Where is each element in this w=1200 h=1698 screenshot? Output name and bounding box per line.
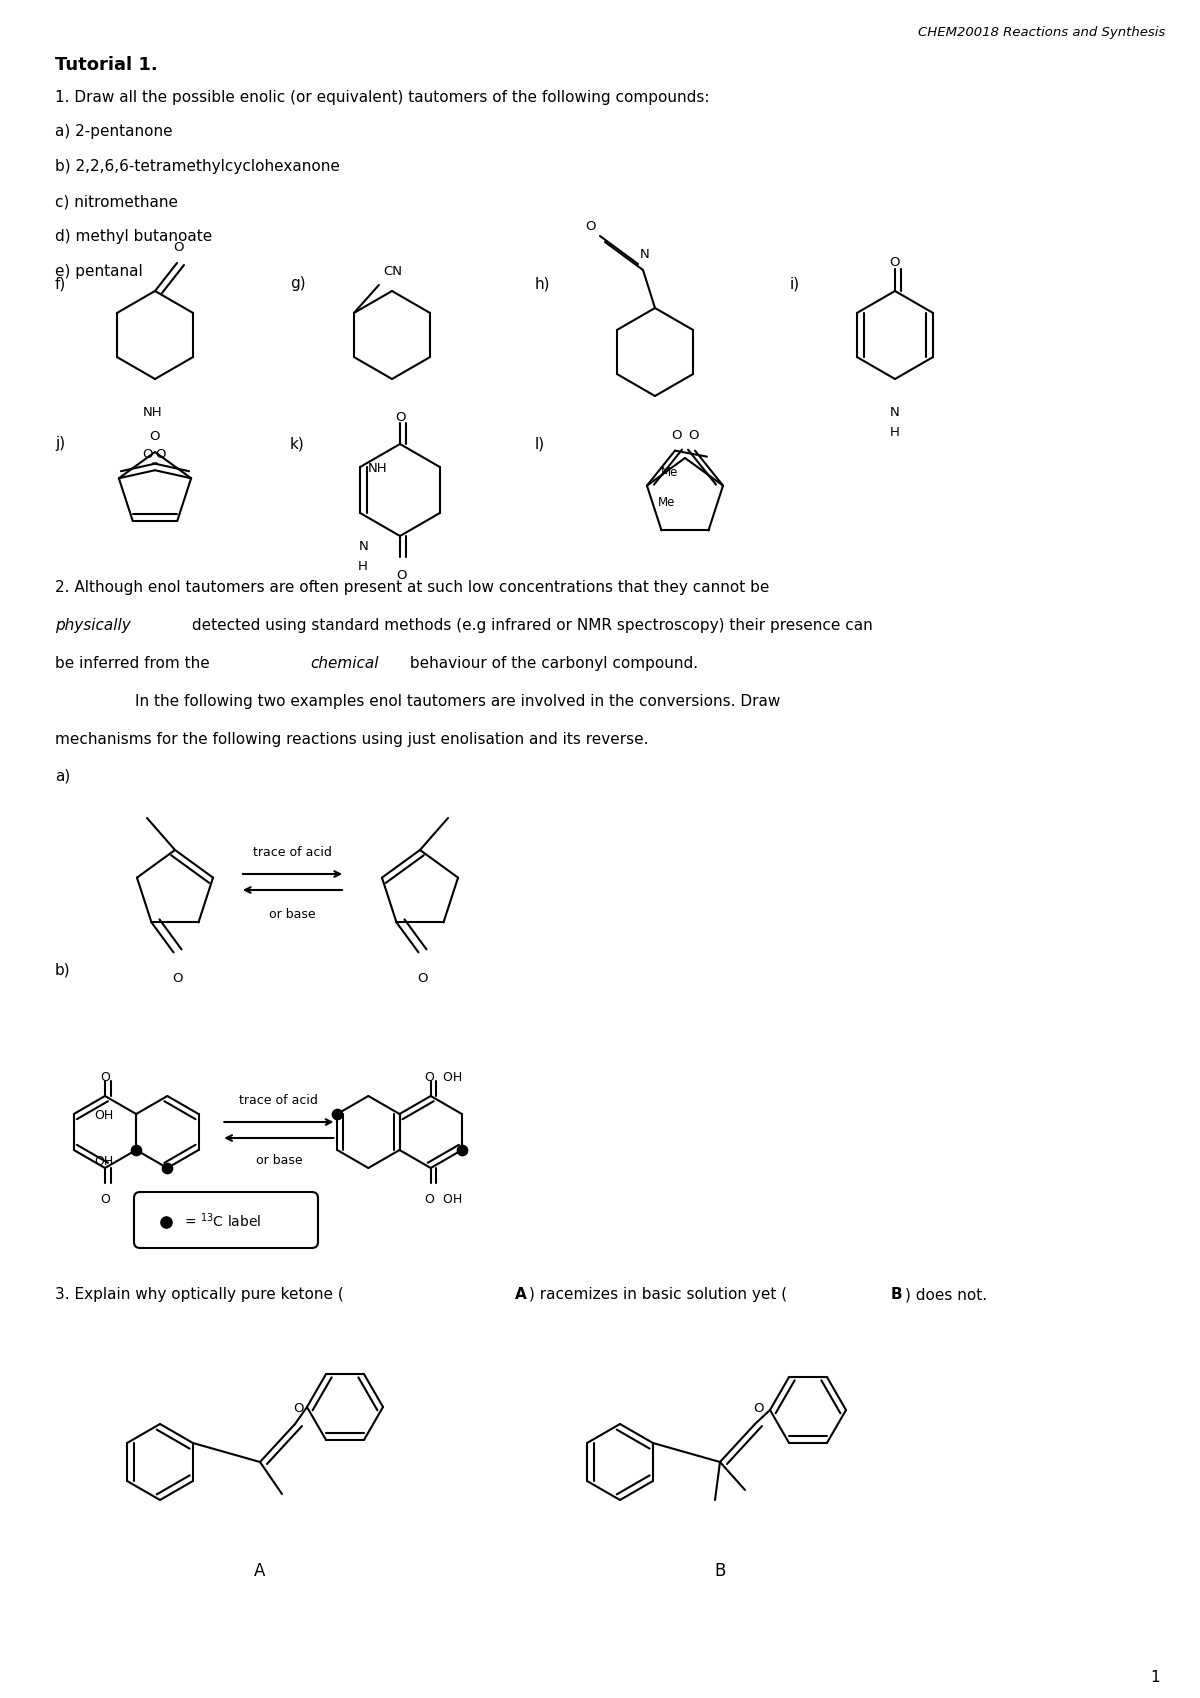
Text: or base: or base xyxy=(269,908,316,920)
Point xyxy=(157,1155,176,1182)
Text: O: O xyxy=(100,1194,110,1206)
Point xyxy=(452,1136,472,1163)
Text: b): b) xyxy=(55,963,71,976)
Text: O: O xyxy=(424,1071,433,1083)
Text: OH: OH xyxy=(439,1071,462,1083)
Point xyxy=(156,1209,175,1236)
Text: O: O xyxy=(889,256,900,268)
Text: f): f) xyxy=(55,277,66,290)
Text: g): g) xyxy=(290,277,306,290)
Text: O: O xyxy=(174,241,185,255)
Text: ) does not.: ) does not. xyxy=(905,1287,988,1302)
Text: H: H xyxy=(359,560,368,572)
Text: c) nitromethane: c) nitromethane xyxy=(55,194,178,209)
Text: a) 2-pentanone: a) 2-pentanone xyxy=(55,124,173,139)
Text: i): i) xyxy=(790,277,800,290)
FancyBboxPatch shape xyxy=(134,1192,318,1248)
Text: O: O xyxy=(754,1403,764,1414)
Text: In the following two examples enol tautomers are involved in the conversions. Dr: In the following two examples enol tauto… xyxy=(134,694,780,710)
Text: ) racemizes in basic solution yet (: ) racemizes in basic solution yet ( xyxy=(529,1287,787,1302)
Text: l): l) xyxy=(535,436,545,452)
Text: OH: OH xyxy=(439,1194,462,1206)
Text: trace of acid: trace of acid xyxy=(240,1094,318,1107)
Text: O: O xyxy=(100,1071,110,1083)
Text: O: O xyxy=(418,973,427,985)
Text: O: O xyxy=(294,1403,305,1414)
Text: j): j) xyxy=(55,436,65,452)
Text: = $^{13}$C label: = $^{13}$C label xyxy=(184,1211,262,1229)
Text: A: A xyxy=(254,1562,265,1581)
Text: 2. Although enol tautomers are often present at such low concentrations that the: 2. Although enol tautomers are often pre… xyxy=(55,581,769,594)
Text: a): a) xyxy=(55,767,71,783)
Text: A: A xyxy=(515,1287,527,1302)
Text: O: O xyxy=(156,448,166,462)
Text: O: O xyxy=(395,411,406,424)
Text: Me: Me xyxy=(661,465,678,479)
Text: b) 2,2,6,6-tetramethylcyclohexanone: b) 2,2,6,6-tetramethylcyclohexanone xyxy=(55,160,340,173)
Text: 1. Draw all the possible enolic (or equivalent) tautomers of the following compo: 1. Draw all the possible enolic (or equi… xyxy=(55,90,709,105)
Text: 1: 1 xyxy=(1151,1671,1160,1684)
Text: be inferred from the: be inferred from the xyxy=(55,655,215,671)
Point xyxy=(126,1136,145,1163)
Text: Me: Me xyxy=(658,496,676,509)
Text: O: O xyxy=(173,973,182,985)
Text: NH: NH xyxy=(368,462,388,475)
Point xyxy=(328,1100,347,1127)
Text: N: N xyxy=(359,540,368,554)
Text: O: O xyxy=(688,428,698,441)
Text: h): h) xyxy=(535,277,551,290)
Text: k): k) xyxy=(290,436,305,452)
Text: O: O xyxy=(672,428,683,441)
Text: chemical: chemical xyxy=(310,655,378,671)
Text: d) methyl butanoate: d) methyl butanoate xyxy=(55,229,212,245)
Text: O: O xyxy=(397,569,407,582)
Text: or base: or base xyxy=(256,1155,302,1167)
Text: 3. Explain why optically pure ketone (: 3. Explain why optically pure ketone ( xyxy=(55,1287,343,1302)
Text: B: B xyxy=(890,1287,902,1302)
Text: OH: OH xyxy=(94,1109,114,1122)
Text: mechanisms for the following reactions using just enolisation and its reverse.: mechanisms for the following reactions u… xyxy=(55,732,648,747)
Text: N: N xyxy=(890,406,900,419)
Text: trace of acid: trace of acid xyxy=(253,846,332,859)
Text: e) pentanal: e) pentanal xyxy=(55,263,143,278)
Text: O: O xyxy=(150,430,161,443)
Text: O: O xyxy=(142,448,152,462)
Text: O: O xyxy=(586,221,596,233)
Text: Tutorial 1.: Tutorial 1. xyxy=(55,56,157,75)
Text: physically: physically xyxy=(55,618,131,633)
Text: N: N xyxy=(640,248,650,261)
Text: CN: CN xyxy=(383,265,402,278)
Text: OH: OH xyxy=(94,1155,114,1168)
Text: CHEM20018 Reactions and Synthesis: CHEM20018 Reactions and Synthesis xyxy=(918,25,1165,39)
Text: behaviour of the carbonyl compound.: behaviour of the carbonyl compound. xyxy=(406,655,698,671)
Text: detected using standard methods (e.g infrared or NMR spectroscopy) their presenc: detected using standard methods (e.g inf… xyxy=(187,618,872,633)
Text: O: O xyxy=(424,1194,433,1206)
Text: NH: NH xyxy=(143,406,163,419)
Text: B: B xyxy=(714,1562,726,1581)
Text: H: H xyxy=(890,426,900,440)
